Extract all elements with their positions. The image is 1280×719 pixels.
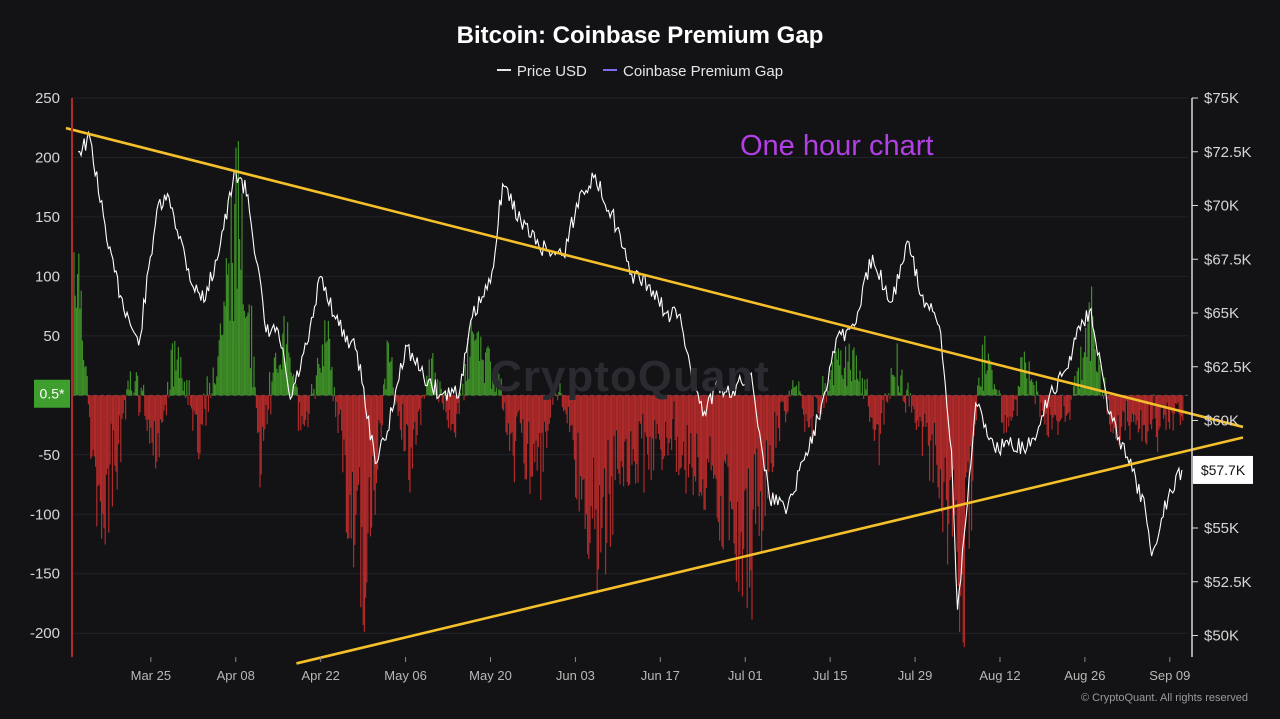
x-tick-label: Aug 26 bbox=[1064, 668, 1105, 683]
premium-gap-bars bbox=[73, 141, 1184, 648]
right-tick-label: $55K bbox=[1204, 520, 1239, 537]
current-gap-badge-label: 0.5* bbox=[40, 386, 65, 402]
right-tick-label: $65K bbox=[1204, 305, 1239, 322]
watermark: CryptoQuant bbox=[490, 352, 770, 401]
right-tick-label: $75K bbox=[1204, 90, 1239, 107]
right-tick-label: $62.5K bbox=[1204, 359, 1252, 376]
left-tick-label: -100 bbox=[30, 506, 60, 523]
left-tick-label: 50 bbox=[43, 328, 60, 345]
x-tick-label: May 06 bbox=[384, 668, 427, 683]
right-tick-label: $67.5K bbox=[1204, 251, 1252, 268]
left-tick-label: 100 bbox=[35, 268, 60, 285]
legend-swatch-premium-gap bbox=[603, 69, 618, 72]
x-tick-label: Jul 15 bbox=[813, 668, 848, 683]
legend-item-price[interactable]: Price USD bbox=[496, 63, 587, 80]
trendline-upper bbox=[65, 126, 1244, 429]
trendlines bbox=[65, 126, 1244, 665]
chart-title: Bitcoin: Coinbase Premium Gap bbox=[456, 22, 824, 49]
x-tick-label: Apr 22 bbox=[302, 668, 340, 683]
left-tick-label: 250 bbox=[35, 90, 60, 107]
x-tick-label: Apr 08 bbox=[217, 668, 255, 683]
x-tick-label: Jul 29 bbox=[898, 668, 933, 683]
legend-label-price: Price USD bbox=[516, 63, 587, 80]
left-tick-label: 200 bbox=[35, 149, 60, 166]
right-tick-label: $70K bbox=[1204, 198, 1239, 215]
right-tick-label: $50K bbox=[1204, 628, 1239, 645]
current-price-badge bbox=[1193, 455, 1253, 484]
axes bbox=[71, 98, 1193, 657]
trendline-lower bbox=[296, 436, 1244, 665]
legend-label-premium-gap: Coinbase Premium Gap bbox=[623, 63, 784, 80]
left-tick-label: -150 bbox=[30, 566, 60, 583]
x-tick-label: Sep 09 bbox=[1149, 668, 1190, 683]
left-tick-label: -200 bbox=[30, 625, 60, 642]
tick-labels: 250 200 150 100 50 -50 -100 -150 -200 $75K $72.5K $… bbox=[30, 90, 1252, 683]
right-tick-label: $72.5K bbox=[1204, 144, 1252, 161]
annotation-text: One hour chart bbox=[740, 130, 934, 162]
copyright: © CryptoQuant. All rights reserved bbox=[1080, 692, 1248, 704]
chart-legend: Price USD Coinbase Premium Gap bbox=[0, 63, 1280, 80]
left-tick-label: 150 bbox=[35, 209, 60, 226]
x-tick-label: Jun 03 bbox=[556, 668, 595, 683]
price-line-group bbox=[77, 130, 1183, 610]
x-tick-label: Jul 01 bbox=[728, 668, 763, 683]
right-tick-label: $60K bbox=[1204, 413, 1239, 430]
x-tick-label: Mar 25 bbox=[131, 668, 171, 683]
current-value-badges: 0.5* $57.7K bbox=[34, 379, 1253, 484]
legend-swatch-price bbox=[496, 69, 511, 72]
x-tick-label: Jun 17 bbox=[641, 668, 680, 683]
x-tick-label: May 20 bbox=[469, 668, 512, 683]
current-price-badge-label: $57.7K bbox=[1201, 462, 1246, 478]
price-line bbox=[77, 130, 1183, 610]
x-tick-label: Aug 12 bbox=[979, 668, 1020, 683]
left-tick-label: -50 bbox=[38, 447, 60, 464]
current-gap-badge bbox=[34, 379, 70, 408]
right-tick-label: $52.5K bbox=[1204, 574, 1252, 591]
legend-item-premium-gap[interactable]: Coinbase Premium Gap bbox=[603, 63, 783, 80]
